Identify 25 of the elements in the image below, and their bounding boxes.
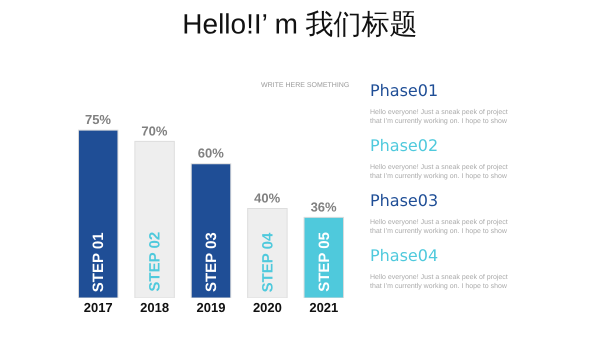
x-tick-label: 2021 <box>309 300 338 315</box>
data-label: 60% <box>198 146 224 161</box>
x-tick-label: 2017 <box>84 300 113 315</box>
data-label: 36% <box>310 199 338 214</box>
bar <box>247 208 288 298</box>
x-tick-label: 2018 <box>140 300 170 315</box>
annotation: STEP 04 <box>259 232 276 292</box>
data-label: 40% <box>254 190 281 206</box>
annotation: STEP 03 <box>203 232 220 292</box>
text: Phase02 <box>370 136 438 155</box>
text: Phase03 <box>370 191 438 210</box>
annotation: STEP 05 <box>316 232 333 292</box>
chart-title: Hello!I’ m 我们标题 <box>182 8 418 40</box>
bar <box>304 216 344 298</box>
text: Phase01 <box>370 81 438 100</box>
text: Phase04 <box>370 246 438 265</box>
bar <box>190 163 232 298</box>
x-tick-label: 2020 <box>252 300 282 315</box>
data-label: 70% <box>141 123 168 138</box>
bar <box>78 130 118 298</box>
annotation: STEP 01 <box>90 232 108 292</box>
annotation: STEP 02 <box>146 232 164 292</box>
bar <box>134 140 175 298</box>
x-tick-label: 2019 <box>196 300 226 315</box>
data-label: 75% <box>84 112 112 128</box>
